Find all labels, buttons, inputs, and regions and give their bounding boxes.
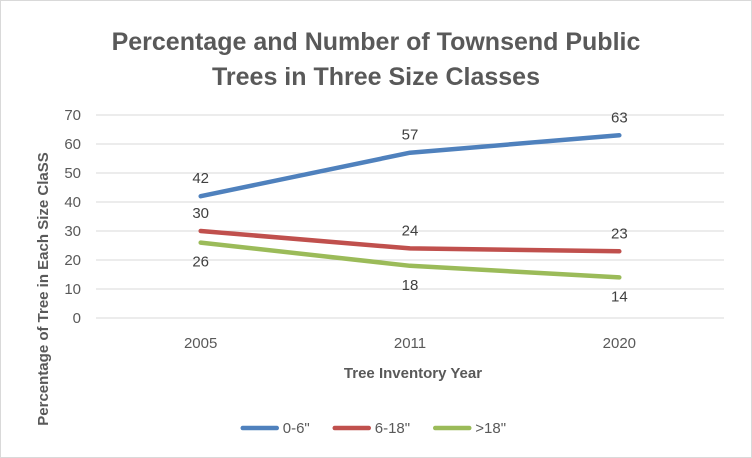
legend-label-2: >18" [475,420,506,437]
y-axis-title: Percentage of Tree in Each Size ClaSS [35,152,52,425]
y-axis-ticks: 0 10 20 30 40 50 60 70 [64,107,81,327]
y-tick-label: 10 [64,281,81,298]
data-labels: 42 57 63 30 24 23 26 18 14 [192,109,627,305]
data-label: 42 [192,170,209,187]
y-tick-label: 50 [64,165,81,182]
y-tick-label: 60 [64,136,81,153]
data-label: 63 [611,109,628,126]
x-axis-title: Tree Inventory Year [344,365,482,382]
x-tick-label: 2005 [184,335,217,352]
series-line-2 [198,240,622,280]
x-tick-label: 2020 [603,335,636,352]
y-tick-label: 30 [64,223,81,240]
x-tick-label: 2011 [394,335,426,352]
data-label: 24 [402,222,419,239]
x-axis-ticks: 2005 2011 2020 [184,335,636,352]
series-line-1 [198,228,622,254]
data-label: 14 [611,288,628,305]
data-label: 30 [192,205,209,222]
legend: 0-6" 6-18" >18" [240,420,506,437]
data-label: 26 [192,254,209,271]
y-tick-label: 0 [73,310,81,327]
series-line-0 [198,133,622,199]
legend-label-1: 6-18" [375,420,410,437]
chart-title-line-1: Percentage and Number of Townsend Public [112,28,641,56]
series-lines [198,133,622,280]
y-tick-label: 20 [64,252,81,269]
data-label: 18 [402,277,419,294]
chart-title-line-2: Trees in Three Size Classes [212,63,540,91]
data-label: 57 [402,127,419,144]
y-tick-label: 70 [64,107,81,124]
y-tick-label: 40 [64,194,81,211]
chart-title: Percentage and Number of Townsend Public… [112,28,641,91]
data-label: 23 [611,225,628,242]
legend-label-0: 0-6" [283,420,310,437]
